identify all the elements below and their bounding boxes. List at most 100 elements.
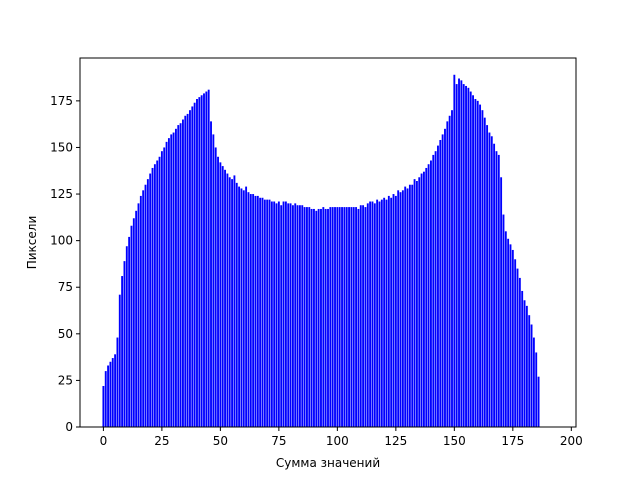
y-tick-label: 125 <box>50 187 73 201</box>
bar <box>427 164 430 427</box>
bar <box>359 205 362 427</box>
bar <box>334 207 336 427</box>
bar <box>191 106 194 428</box>
bar <box>411 184 414 427</box>
bar <box>160 151 163 427</box>
bar <box>231 179 234 427</box>
bar <box>362 205 365 427</box>
bar <box>226 173 229 427</box>
bar <box>310 208 313 427</box>
bar <box>228 177 231 427</box>
bar <box>378 201 381 427</box>
bar <box>322 207 325 427</box>
bar <box>439 140 442 427</box>
bar <box>509 244 512 427</box>
bar <box>467 87 470 428</box>
y-tick-label: 0 <box>65 420 73 434</box>
bar <box>404 186 407 427</box>
bar <box>268 199 271 427</box>
bar <box>144 184 147 427</box>
bar <box>483 117 486 428</box>
bar <box>486 125 489 427</box>
y-axis-label: Пиксели <box>25 216 39 270</box>
bar <box>207 89 210 427</box>
bar <box>114 354 117 427</box>
bar <box>221 166 224 427</box>
bar <box>165 141 168 427</box>
bar <box>516 268 519 427</box>
bar <box>497 154 500 427</box>
bar <box>422 171 425 427</box>
bar <box>104 371 107 427</box>
bar <box>476 100 479 427</box>
bar <box>273 201 276 427</box>
bar <box>287 203 290 427</box>
bar <box>177 125 180 427</box>
bar <box>415 181 418 427</box>
bar <box>149 173 152 427</box>
bar <box>343 207 346 427</box>
bar <box>146 179 149 427</box>
bar <box>142 190 145 427</box>
bar <box>158 156 161 428</box>
bar <box>156 160 159 427</box>
x-tick-label: 100 <box>326 434 349 448</box>
bar <box>261 197 264 427</box>
bar <box>437 145 439 427</box>
bar <box>198 97 201 428</box>
bar <box>521 290 524 427</box>
bar <box>130 225 133 427</box>
bar <box>214 147 217 428</box>
bar <box>490 136 493 428</box>
y-tick-label: 25 <box>58 373 73 387</box>
bar <box>511 249 514 427</box>
bar <box>102 386 105 427</box>
bar <box>324 208 327 427</box>
bar <box>413 179 416 427</box>
bar <box>256 195 259 427</box>
bar <box>289 203 292 427</box>
bar <box>210 121 212 427</box>
bar <box>123 261 126 427</box>
bar <box>109 361 112 427</box>
bar <box>376 199 379 427</box>
bar <box>116 337 119 427</box>
bar <box>336 207 339 427</box>
bar <box>205 91 208 427</box>
bar <box>245 186 248 427</box>
bar <box>441 134 444 427</box>
bar <box>266 199 269 427</box>
bar <box>366 203 369 427</box>
bar <box>121 276 124 427</box>
bar <box>298 205 301 427</box>
y-tick-label: 50 <box>58 327 73 341</box>
bar <box>170 134 173 427</box>
bar <box>399 192 402 427</box>
bar <box>275 203 278 427</box>
bar <box>182 119 184 427</box>
bar <box>233 175 236 427</box>
bar <box>355 207 358 427</box>
x-axis-label: Сумма значений <box>276 456 380 470</box>
bar <box>320 208 322 427</box>
bar <box>418 177 421 427</box>
bar <box>352 207 355 427</box>
bar <box>530 324 533 427</box>
y-tick-label: 175 <box>50 94 73 108</box>
bar <box>151 167 154 428</box>
bar <box>502 214 505 427</box>
bar <box>472 95 474 427</box>
bar <box>504 231 507 427</box>
bar <box>348 207 350 427</box>
bar <box>458 78 460 427</box>
bar <box>315 210 318 427</box>
bar <box>331 207 334 427</box>
bar <box>408 184 411 427</box>
bar <box>238 186 241 427</box>
bar <box>263 199 266 427</box>
bar <box>514 259 517 427</box>
bar <box>172 132 175 427</box>
bar <box>247 192 250 427</box>
bar <box>469 91 472 427</box>
